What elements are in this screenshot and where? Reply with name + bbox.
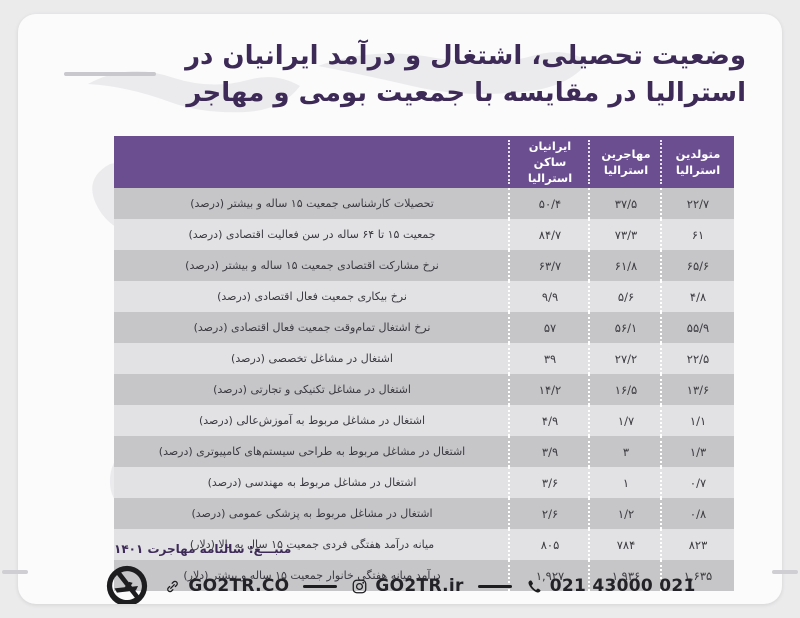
title-rule [64, 72, 156, 76]
cell-natives: ۶۵/۶ [686, 258, 710, 273]
cell-migrants: ۱/۲ [617, 506, 635, 521]
title-block: وضعیت تحصیلی، اشتغال و درآمد ایرانیان در… [54, 38, 746, 112]
cell-natives: ۱۳/۶ [686, 382, 710, 397]
cell-natives: ۲۲/۷ [686, 196, 710, 211]
cell-migrants: ۱۶/۵ [614, 382, 638, 397]
cell-indicator-label: اشتغال در مشاغل مربوط به مهندسی (درصد) [207, 476, 417, 489]
header-separator-2 [588, 140, 590, 184]
table-body: ۲۲/۷ ۳۷/۵ ۵۰/۴ تحصیلات کارشناسی جمعیت ۱۵ سا… [114, 188, 734, 591]
cell-migrants: ۱,۹۳۶ [611, 568, 641, 583]
cell-natives: ۶۱ [691, 227, 705, 242]
cell-iranians: ۲/۶ [541, 506, 559, 521]
cell-migrants: ۳۷/۵ [614, 196, 638, 211]
cell-migrants: ۵/۶ [617, 289, 635, 304]
table-row: ۲۲/۵ ۲۷/۲ ۳۹ اشتغال در مشاغل تخصصی (درصد) [114, 343, 734, 374]
table-row: ۲۲/۷ ۳۷/۵ ۵۰/۴ تحصیلات کارشناسی جمعیت ۱۵ سا… [114, 188, 734, 219]
cell-iranians: ۸۰۵ [540, 537, 560, 552]
cell-indicator-label: نرخ اشتغال تمام‌وقت جمعیت فعال اقتصادی (… [193, 321, 431, 334]
cell-indicator-label: اشتغال در مشاغل تکنیکی و تجارتی (درصد) [213, 383, 411, 396]
cell-indicator-label: اشتغال در مشاغل مربوط به پزشکی عمومی (در… [191, 507, 433, 520]
cell-iranians: ۶۳/۷ [538, 258, 562, 273]
cell-migrants: ۶۱/۸ [614, 258, 638, 273]
link-icon [167, 580, 179, 592]
table-row: ۱/۱ ۱/۷ ۴/۹ اشتغال در مشاغل مربوط به آموزش‌… [114, 405, 734, 436]
table-row: ۶۵/۶ ۶۱/۸ ۶۳/۷ نرخ مشارکت اقتصادی جمعیت ۱۵ … [114, 250, 734, 281]
footer-phone-label: 021 43000 021 [549, 576, 696, 596]
cell-indicator-label: درآمد میانه هفتگی خانوار جمعیت ۱۵ ساله و… [183, 569, 441, 582]
cell-indicator-label: اشتغال در مشاغل مربوط به طراحی سیستم‌های… [158, 445, 466, 458]
cell-iranians: ۳/۹ [541, 444, 559, 459]
column-header-migrants: مهاجرین استرالیا [601, 146, 651, 177]
source-note: منبـــع: سالنامه مهاجرت ۱۴۰۱ [114, 542, 292, 556]
column-header-natives: متولدین استرالیا [675, 146, 721, 177]
cell-iranians: ۱۴/۲ [538, 382, 562, 397]
cell-natives: ۱/۳ [689, 444, 707, 459]
cell-iranians: ۹/۹ [541, 289, 559, 304]
table-row: ۱,۶۳۵ ۱,۹۳۶ ۱,۹۲۷ درآمد میانه هفتگی خانوار … [114, 560, 734, 591]
cell-iranians: ۴/۹ [541, 413, 559, 428]
cell-migrants: ۳ [622, 444, 630, 459]
comparison-table: متولدین استرالیا مهاجرین استرالیا ایرانی… [114, 136, 734, 591]
cell-migrants: ۱/۷ [617, 413, 635, 428]
table-row: ۵۵/۹ ۵۶/۱ ۵۷ نرخ اشتغال تمام‌وقت جمعیت فعال… [114, 312, 734, 343]
footer-instagram-label: GO2TR.ir [375, 576, 464, 596]
cell-iranians: ۸۴/۷ [538, 227, 562, 242]
cell-natives: ۱/۱ [689, 413, 707, 428]
cell-migrants: ۷۸۴ [616, 537, 636, 552]
cell-natives: ۴/۸ [689, 289, 707, 304]
footer-divider-1 [303, 584, 338, 588]
table-row: ۴/۸ ۵/۶ ۹/۹ نرخ بیکاری جمعیت فعال اقتصادی (… [114, 281, 734, 312]
title-line-1: وضعیت تحصیلی، اشتغال و درآمد ایرانیان در [185, 41, 746, 71]
page-title: وضعیت تحصیلی، اشتغال و درآمد ایرانیان در… [54, 38, 746, 112]
instagram-icon [353, 579, 367, 593]
cell-iranians: ۳/۶ [541, 475, 559, 490]
cell-indicator-label: اشتغال در مشاغل تخصصی (درصد) [231, 352, 393, 365]
footer-bar: GO2TR.CO GO2TR.ir 021 43000 021 [18, 562, 782, 604]
column-header-iranians: ایرانیان ساکن استرالیا [527, 138, 573, 186]
column-header-indicator [114, 136, 510, 188]
cell-natives: ۵۵/۹ [686, 320, 710, 335]
cell-indicator-label: میانه درآمد هفتگی فردی جمعیت ۱۵ سال به ب… [189, 538, 435, 551]
cell-iranians: ۳۹ [543, 351, 557, 366]
cell-iranians: ۱,۹۲۷ [535, 568, 565, 583]
table-row: ۱۳/۶ ۱۶/۵ ۱۴/۲ اشتغال در مشاغل تکنیکی و تجا… [114, 374, 734, 405]
cell-natives: ۰/۸ [689, 506, 707, 521]
cell-migrants: ۲۷/۲ [614, 351, 638, 366]
footer-phone[interactable]: 021 43000 021 [526, 576, 696, 596]
title-line-2: استرالیا در مقایسه با جمعیت بومی و مهاجر [186, 77, 746, 108]
cell-migrants: ۵۶/۱ [614, 320, 638, 335]
cell-iranians: ۵۷ [543, 320, 557, 335]
header-separator-3 [508, 140, 510, 184]
phone-icon [528, 579, 541, 593]
cell-migrants: ۱ [622, 475, 630, 490]
footer-website[interactable]: GO2TR.CO [164, 576, 289, 596]
cell-natives: ۱,۶۳۵ [683, 568, 713, 583]
footer-divider-2 [477, 584, 512, 588]
cell-natives: ۸۲۳ [688, 537, 708, 552]
cell-indicator-label: جمعیت ۱۵ تا ۶۴ ساله در سن فعالیت اقتصادی… [188, 228, 436, 241]
cell-migrants: ۷۳/۳ [614, 227, 638, 242]
cell-iranians: ۵۰/۴ [538, 196, 562, 211]
table-row: ۶۱ ۷۳/۳ ۸۴/۷ جمعیت ۱۵ تا ۶۴ ساله در سن فعال… [114, 219, 734, 250]
edge-dash-left [2, 570, 28, 574]
table-header-row: متولدین استرالیا مهاجرین استرالیا ایرانی… [114, 136, 734, 188]
cell-indicator-label: نرخ مشارکت اقتصادی جمعیت ۱۵ ساله و بیشتر… [185, 259, 439, 272]
cell-natives: ۰/۷ [689, 475, 707, 490]
brand-logo-icon [104, 563, 150, 604]
infographic-card: وضعیت تحصیلی، اشتغال و درآمد ایرانیان در… [18, 14, 782, 604]
table-row: ۰/۸ ۱/۲ ۲/۶ اشتغال در مشاغل مربوط به پزشکی … [114, 498, 734, 529]
header-separator-1 [660, 140, 662, 184]
table-row: ۰/۷ ۱ ۳/۶ اشتغال در مشاغل مربوط به مهندسی (… [114, 467, 734, 498]
cell-indicator-label: نرخ بیکاری جمعیت فعال اقتصادی (درصد) [217, 290, 407, 303]
edge-dash-right [772, 570, 798, 574]
table-row: ۱/۳ ۳ ۳/۹ اشتغال در مشاغل مربوط به طراحی سی… [114, 436, 734, 467]
footer-instagram[interactable]: GO2TR.ir [351, 576, 463, 596]
cell-indicator-label: اشتغال در مشاغل مربوط به آموزش‌عالی (درص… [198, 414, 426, 427]
footer-website-label: GO2TR.CO [188, 576, 290, 596]
cell-natives: ۲۲/۵ [686, 351, 710, 366]
cell-indicator-label: تحصیلات کارشناسی جمعیت ۱۵ ساله و بیشتر (… [190, 197, 434, 210]
